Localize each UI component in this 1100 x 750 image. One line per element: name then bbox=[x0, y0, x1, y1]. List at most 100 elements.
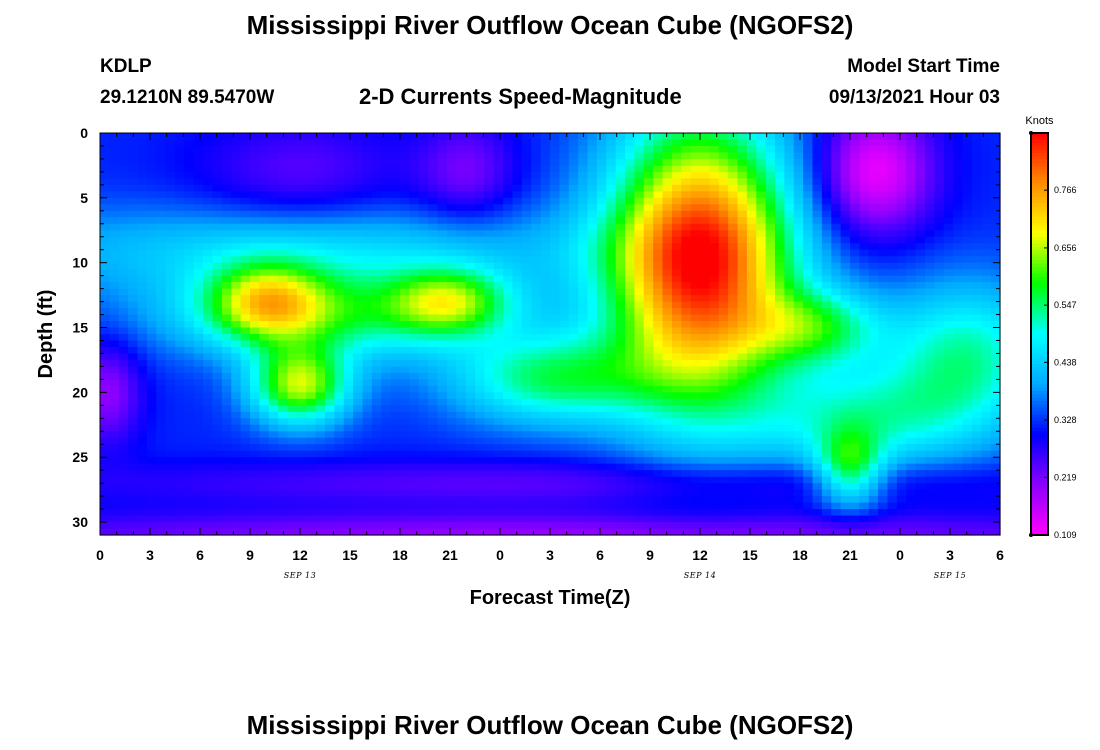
heatmap-cell bbox=[746, 139, 757, 147]
heatmap-cell bbox=[550, 249, 560, 257]
heatmap-cell bbox=[400, 223, 410, 231]
heatmap-cell bbox=[409, 178, 420, 186]
heatmap-cell bbox=[559, 405, 570, 413]
heatmap-cell bbox=[306, 431, 317, 439]
heatmap-cell bbox=[971, 171, 982, 179]
heatmap-cell bbox=[446, 418, 457, 426]
heatmap-cell bbox=[259, 204, 270, 212]
heatmap-cell bbox=[268, 139, 279, 147]
heatmap-cell bbox=[446, 392, 457, 400]
heatmap-cell bbox=[259, 249, 270, 257]
heatmap-cell bbox=[400, 314, 410, 322]
heatmap-cell bbox=[550, 133, 560, 141]
heatmap-cell bbox=[212, 450, 223, 458]
heatmap-cell bbox=[334, 444, 345, 452]
heatmap-cell bbox=[137, 197, 148, 205]
heatmap-cell bbox=[803, 288, 814, 296]
heatmap-cell bbox=[212, 249, 223, 257]
heatmap-cell bbox=[137, 236, 148, 244]
heatmap-cell bbox=[803, 411, 814, 419]
heatmap-cell bbox=[475, 366, 485, 374]
heatmap-cell bbox=[306, 230, 317, 238]
heatmap-cell bbox=[925, 191, 935, 199]
heatmap-cell bbox=[550, 152, 560, 160]
heatmap-cell bbox=[128, 230, 139, 238]
heatmap-cell bbox=[409, 437, 420, 445]
heatmap-cell bbox=[259, 314, 270, 322]
heatmap-cell bbox=[128, 411, 139, 419]
heatmap-cell bbox=[840, 372, 851, 380]
heatmap-cell bbox=[868, 392, 879, 400]
heatmap-cell bbox=[906, 327, 917, 335]
heatmap-cell bbox=[868, 165, 879, 173]
heatmap-cell bbox=[615, 372, 626, 380]
heatmap-cell bbox=[306, 405, 317, 413]
heatmap-cell bbox=[456, 457, 467, 465]
heatmap-cell bbox=[896, 230, 907, 238]
heatmap-cell bbox=[662, 269, 673, 277]
heatmap-cell bbox=[793, 424, 804, 432]
heatmap-cell bbox=[296, 444, 307, 452]
heatmap-cell bbox=[390, 210, 401, 218]
heatmap-cell bbox=[878, 405, 889, 413]
heatmap-cell bbox=[484, 385, 495, 393]
heatmap-cell bbox=[362, 295, 373, 303]
heatmap-cell bbox=[775, 346, 785, 355]
heatmap-cell bbox=[493, 321, 504, 329]
heatmap-cell bbox=[437, 366, 448, 374]
heatmap-cell bbox=[212, 262, 223, 270]
heatmap-cell bbox=[362, 288, 373, 296]
heatmap-cell bbox=[681, 288, 692, 296]
heatmap-cell bbox=[634, 230, 645, 238]
heatmap-cell bbox=[325, 158, 335, 167]
heatmap-cell bbox=[596, 256, 607, 264]
heatmap-cell bbox=[512, 171, 523, 179]
heatmap-cell bbox=[718, 308, 729, 316]
heatmap-cell bbox=[934, 321, 945, 329]
heatmap-cell bbox=[709, 437, 720, 445]
heatmap-cell bbox=[737, 405, 748, 413]
heatmap-cell bbox=[700, 223, 710, 231]
heatmap-cell bbox=[737, 295, 748, 303]
heatmap-cell bbox=[362, 334, 373, 342]
heatmap-cell bbox=[915, 191, 926, 199]
heatmap-cell bbox=[765, 437, 776, 445]
heatmap-cell bbox=[334, 249, 345, 257]
heatmap-cell bbox=[259, 405, 270, 413]
heatmap-cell bbox=[559, 379, 570, 387]
heatmap-cell bbox=[765, 418, 776, 426]
heatmap-cell bbox=[878, 411, 889, 419]
heatmap-cell bbox=[128, 398, 139, 406]
heatmap-cell bbox=[390, 275, 401, 283]
heatmap-cell bbox=[962, 359, 973, 368]
heatmap-cell bbox=[465, 385, 476, 393]
heatmap-cell bbox=[887, 256, 898, 264]
heatmap-cell bbox=[634, 340, 645, 348]
heatmap-cell bbox=[175, 314, 185, 322]
heatmap-cell bbox=[475, 288, 485, 296]
heatmap-cell bbox=[887, 249, 898, 257]
heatmap-cell bbox=[521, 282, 532, 290]
heatmap-cell bbox=[765, 405, 776, 413]
heatmap-cell bbox=[831, 392, 842, 400]
heatmap-cell bbox=[700, 269, 710, 277]
heatmap-cell bbox=[643, 171, 654, 179]
heatmap-cell bbox=[400, 321, 410, 329]
heatmap-cell bbox=[868, 158, 879, 167]
heatmap-cell bbox=[793, 437, 804, 445]
heatmap-cell bbox=[559, 450, 570, 458]
heatmap-cell bbox=[643, 392, 654, 400]
heatmap-cell bbox=[465, 424, 476, 432]
heatmap-cell bbox=[596, 139, 607, 147]
heatmap-cell bbox=[493, 392, 504, 400]
heatmap-cell bbox=[268, 158, 279, 167]
heatmap-cell bbox=[578, 372, 589, 380]
heatmap-cell bbox=[512, 463, 523, 471]
heatmap-cell bbox=[306, 437, 317, 445]
heatmap-cell bbox=[156, 353, 167, 361]
heatmap-cell bbox=[887, 139, 898, 147]
heatmap-cell bbox=[550, 197, 560, 205]
heatmap-cell bbox=[381, 275, 392, 283]
heatmap-cell bbox=[418, 444, 429, 452]
heatmap-cell bbox=[887, 418, 898, 426]
